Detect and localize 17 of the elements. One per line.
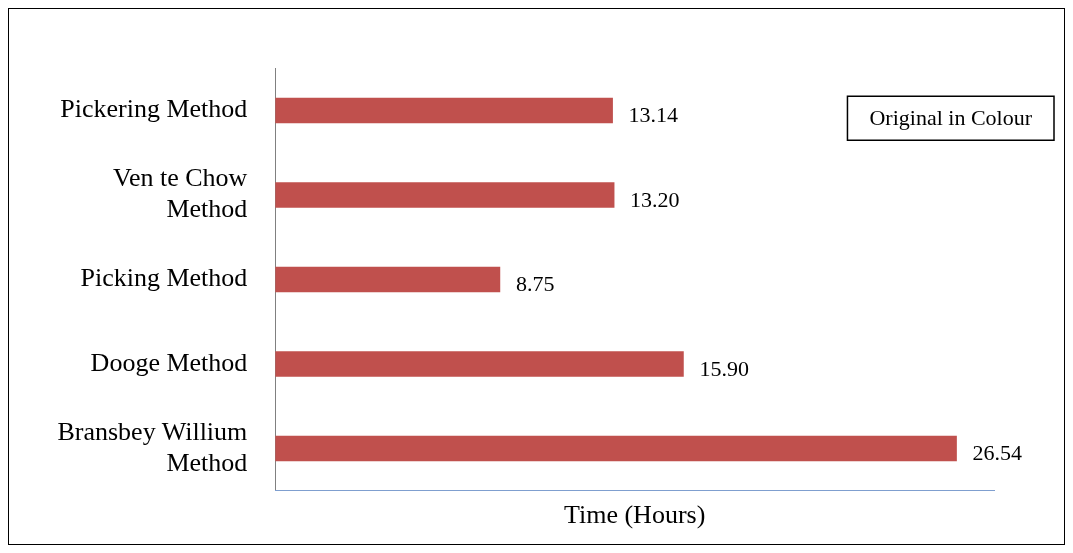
- bar: [275, 435, 957, 462]
- y-tick-label: Bransbey Willium Method: [57, 416, 248, 477]
- bar: [275, 266, 501, 293]
- bar: [275, 97, 613, 124]
- data-label: 8.75: [515, 271, 555, 297]
- data-label: 13.14: [628, 102, 679, 128]
- data-label: 13.20: [630, 186, 680, 212]
- y-tick-label: Picking Method: [80, 263, 248, 293]
- y-tick-label: Dooge Method: [90, 347, 248, 377]
- y-tick-label: Ven te Chow Method: [112, 163, 248, 224]
- y-tick-label: Pickering Method: [60, 94, 248, 124]
- annotation: Original in Colour: [869, 104, 1033, 130]
- data-label: 15.90: [699, 355, 749, 381]
- x-axis-title: Time (Hours): [563, 500, 706, 530]
- bar: [275, 351, 684, 377]
- bar: [275, 182, 615, 208]
- data-label: 26.54: [972, 440, 1023, 466]
